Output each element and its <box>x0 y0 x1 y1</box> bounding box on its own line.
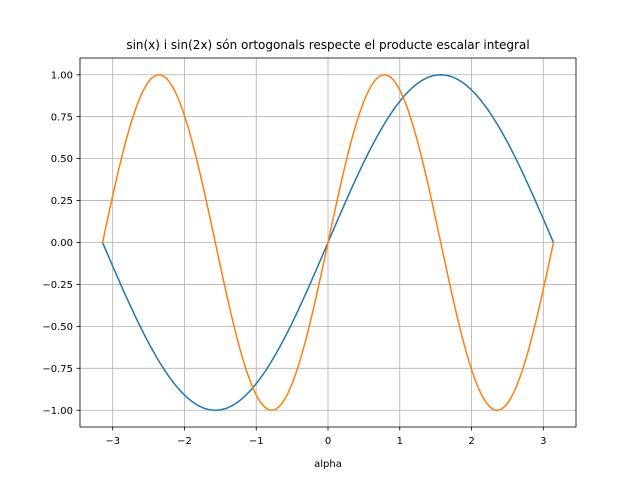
x-tick-label: 3 <box>540 436 546 447</box>
x-axis-label: alpha <box>314 459 342 470</box>
x-tick-label: 0 <box>325 436 331 447</box>
y-tick-label: −1.00 <box>42 406 73 417</box>
x-tick-label: 2 <box>468 436 474 447</box>
x-tick-label: 1 <box>397 436 403 447</box>
y-tick-label: 0.50 <box>51 154 73 165</box>
y-tick-label: −0.50 <box>42 322 73 333</box>
x-tick-label: −3 <box>105 436 120 447</box>
y-tick-label: 0.00 <box>51 238 73 249</box>
chart-title: sin(x) i sin(2x) són ortogonals respecte… <box>126 38 529 52</box>
y-tick-label: −0.75 <box>42 364 73 375</box>
y-tick-label: −0.25 <box>42 280 73 291</box>
y-tick-label: 0.25 <box>51 196 73 207</box>
y-tick-label: 1.00 <box>51 70 73 81</box>
y-tick-label: 0.75 <box>51 112 73 123</box>
tick-layer: −3 −2 −1 0 1 2 3 −1.00 −0.75 −0.50 −0.25 0.00 0.25 0.… <box>42 70 546 447</box>
series-line-sin2x <box>101 74 555 411</box>
x-tick-label: −2 <box>177 436 192 447</box>
series-layer <box>101 74 555 411</box>
x-tick-label: −1 <box>249 436 264 447</box>
